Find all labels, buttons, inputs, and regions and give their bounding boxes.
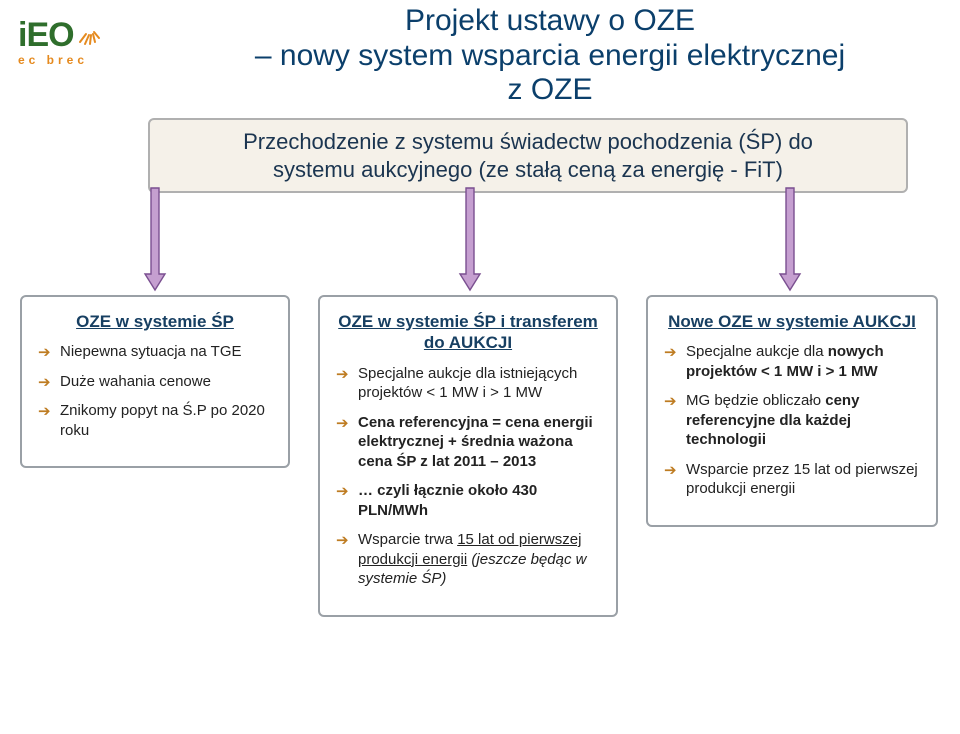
box-head: OZE w systemie ŚP i transferem do AUKCJI bbox=[336, 311, 600, 354]
bullet-list: Specjalne aukcje dla istniejących projek… bbox=[336, 364, 600, 589]
banner-box: Przechodzenie z systemu świadectw pochod… bbox=[148, 118, 908, 193]
list-item: MG będzie obliczało ceny referencyjne dl… bbox=[664, 391, 920, 450]
box-head: OZE w systemie ŚP bbox=[38, 311, 272, 332]
box-nowe-oze: Nowe OZE w systemie AUKCJI Specjalne auk… bbox=[646, 295, 938, 527]
list-item: Duże wahania cenowe bbox=[38, 372, 272, 392]
page-title: Projekt ustawy o OZE – nowy system wspar… bbox=[160, 4, 940, 108]
logo-bottom: ec brec bbox=[18, 53, 113, 67]
list-item: Wsparcie trwa 15 lat od pierwszej produk… bbox=[336, 530, 600, 589]
box-oze-aukcji-transfer: OZE w systemie ŚP i transferem do AUKCJI… bbox=[318, 295, 618, 617]
list-item: Specjalne aukcje dla nowych projektów < … bbox=[664, 342, 920, 381]
logo: iEO ec brec bbox=[18, 20, 113, 67]
boxes-row: OZE w systemie ŚP Niepewna sytuacja na T… bbox=[20, 295, 940, 617]
box-head: Nowe OZE w systemie AUKCJI bbox=[664, 311, 920, 332]
logo-top: iEO bbox=[18, 20, 74, 51]
box-oze-sp: OZE w systemie ŚP Niepewna sytuacja na T… bbox=[20, 295, 290, 468]
list-item: Niepewna sytuacja na TGE bbox=[38, 342, 272, 362]
list-item: … czyli łącznie około 430 PLN/MWh bbox=[336, 481, 600, 520]
list-item: Specjalne aukcje dla istniejących projek… bbox=[336, 364, 600, 403]
list-item: Cena referencyjna = cena energii elektry… bbox=[336, 413, 600, 472]
bullet-list: Niepewna sytuacja na TGE Duże wahania cen… bbox=[38, 342, 272, 440]
list-item: Znikomy popyt na Ś.P po 2020 roku bbox=[38, 401, 272, 440]
bullet-list: Specjalne aukcje dla nowych projektów < … bbox=[664, 342, 920, 499]
logo-sun-icon bbox=[76, 20, 102, 46]
list-item: Wsparcie przez 15 lat od pierwszej produ… bbox=[664, 460, 920, 499]
